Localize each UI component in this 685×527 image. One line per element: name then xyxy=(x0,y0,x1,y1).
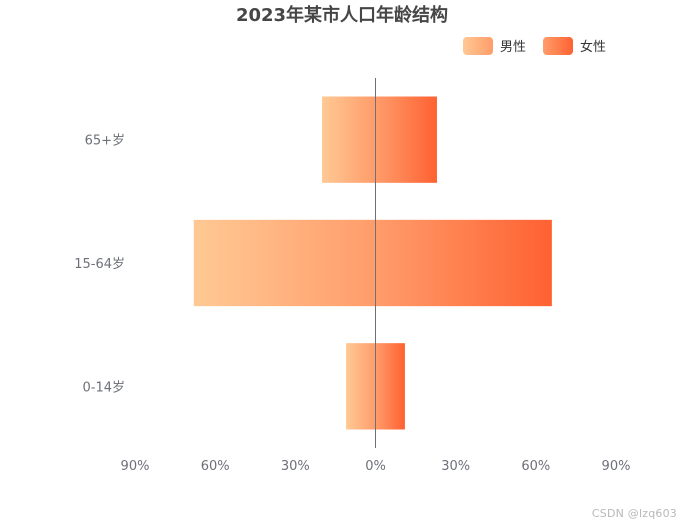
bar-male-2[interactable] xyxy=(322,96,376,183)
legend-label: 女性 xyxy=(580,39,606,55)
chart-title: 2023年某市人口年龄结构 xyxy=(236,4,448,26)
x-tick-label: 90% xyxy=(121,459,150,474)
y-tick-label: 65+岁 xyxy=(85,134,125,149)
x-tick-label: 60% xyxy=(201,459,230,474)
legend: 男性 女性 xyxy=(463,37,606,55)
y-axis-ticks: 0-14岁 15-64岁 65+岁 xyxy=(74,134,125,396)
bars-group xyxy=(193,96,552,430)
x-tick-label: 60% xyxy=(521,459,550,474)
x-axis-ticks: 90% 60% 30% 0% 30% 60% 90% xyxy=(121,459,631,474)
x-tick-label: 30% xyxy=(281,459,310,474)
watermark: CSDN @lzq603 xyxy=(591,507,677,520)
legend-swatch xyxy=(463,37,493,55)
legend-label: 男性 xyxy=(500,40,526,55)
y-tick-label: 0-14岁 xyxy=(82,380,125,395)
legend-item-male[interactable]: 男性 xyxy=(463,37,526,55)
y-tick-label: 15-64岁 xyxy=(74,257,125,272)
legend-swatch xyxy=(543,37,573,55)
bar-female-2[interactable] xyxy=(375,96,437,183)
x-tick-label: 0% xyxy=(365,459,386,474)
legend-item-female[interactable]: 女性 xyxy=(543,37,606,55)
bar-male-1[interactable] xyxy=(193,219,376,307)
bar-female-0[interactable] xyxy=(375,343,405,430)
x-tick-label: 90% xyxy=(602,459,631,474)
bar-male-0[interactable] xyxy=(346,343,376,430)
bar-female-1[interactable] xyxy=(375,219,552,307)
x-tick-label: 30% xyxy=(441,459,470,474)
